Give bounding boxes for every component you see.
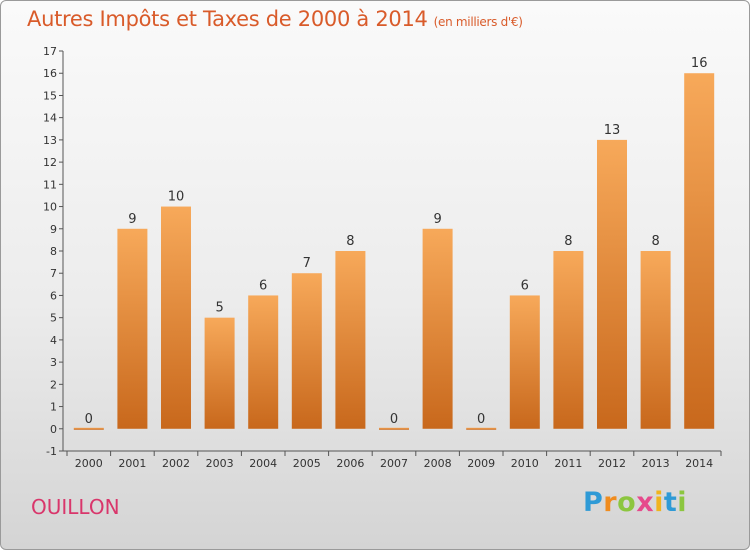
x-tick-label: 2006 — [336, 457, 364, 470]
bar — [684, 73, 715, 429]
logo-letter: i — [654, 487, 664, 518]
x-tick-label: 2008 — [424, 457, 452, 470]
x-tick-label: 2001 — [118, 457, 146, 470]
y-tick-label: 1 — [50, 401, 57, 414]
x-tick-label: 2007 — [380, 457, 408, 470]
y-tick-label: 6 — [50, 289, 57, 302]
x-tick-label: 2011 — [554, 457, 582, 470]
bar — [466, 427, 497, 430]
place-name: OUILLON — [31, 495, 120, 519]
data-label: 8 — [564, 234, 572, 249]
data-label: 0 — [477, 412, 485, 427]
chart-title: Autres Impôts et Taxes de 2000 à 2014 (en… — [27, 7, 523, 31]
y-tick-label: 13 — [43, 134, 57, 147]
logo-letter: x — [636, 487, 655, 518]
bar — [204, 317, 235, 429]
data-label: 5 — [215, 301, 223, 316]
bar — [379, 427, 409, 430]
data-label: 10 — [168, 190, 185, 205]
chart-title-text: Autres Impôts et Taxes de 2000 à 2014 — [27, 7, 428, 31]
bar — [161, 206, 191, 429]
bar — [291, 273, 322, 429]
data-label: 7 — [303, 256, 311, 271]
y-tick-label: 17 — [43, 45, 57, 58]
bar — [117, 228, 148, 429]
y-tick-label: 4 — [50, 334, 57, 347]
bar — [553, 251, 584, 429]
y-tick-label: 10 — [43, 201, 57, 214]
data-label: 6 — [259, 278, 267, 293]
bar — [597, 139, 627, 429]
data-label: 8 — [346, 234, 354, 249]
logo-letter: o — [617, 487, 637, 518]
data-label: 8 — [651, 234, 659, 249]
y-tick-label: 8 — [50, 245, 57, 258]
data-label: 0 — [85, 412, 93, 427]
x-tick-label: 2010 — [511, 457, 539, 470]
x-tick-label: 2009 — [467, 457, 495, 470]
y-tick-label: 7 — [50, 267, 57, 280]
x-tick-label: 2000 — [75, 457, 103, 470]
bar — [509, 295, 540, 429]
data-label: 9 — [128, 212, 136, 227]
y-tick-label: 0 — [50, 423, 57, 436]
x-tick-label: 2012 — [598, 457, 626, 470]
proxiti-logo: Proxiti — [583, 487, 687, 518]
x-tick-label: 2004 — [249, 457, 277, 470]
y-tick-label: 3 — [50, 356, 57, 369]
x-tick-label: 2013 — [642, 457, 670, 470]
x-tick-label: 2002 — [162, 457, 190, 470]
x-tick-label: 2003 — [206, 457, 234, 470]
data-label: 9 — [433, 212, 441, 227]
y-tick-label: 2 — [50, 378, 57, 391]
y-tick-label: 16 — [43, 67, 57, 80]
data-label: 13 — [604, 123, 621, 138]
x-tick-label: 2005 — [293, 457, 321, 470]
chart-subtitle: (en milliers d'€) — [433, 15, 523, 29]
y-tick-label: 14 — [43, 112, 57, 125]
y-tick-label: -1 — [46, 445, 57, 458]
logo-letter: P — [583, 487, 604, 518]
y-tick-label: 12 — [43, 156, 57, 169]
logo-letter: r — [603, 487, 618, 518]
bar — [422, 228, 453, 429]
x-tick-label: 2014 — [685, 457, 713, 470]
bar — [73, 427, 104, 430]
data-label: 16 — [691, 56, 708, 71]
data-label: 0 — [390, 412, 398, 427]
y-tick-label: 9 — [50, 223, 57, 236]
bar — [248, 295, 279, 429]
y-tick-label: 15 — [43, 89, 57, 102]
y-tick-label: 11 — [43, 178, 57, 191]
bar — [640, 251, 671, 429]
logo-letter: i — [677, 487, 688, 518]
bar — [335, 251, 366, 429]
y-tick-label: 5 — [50, 312, 57, 325]
data-label: 6 — [521, 278, 529, 293]
logo-letter: t — [663, 487, 678, 518]
